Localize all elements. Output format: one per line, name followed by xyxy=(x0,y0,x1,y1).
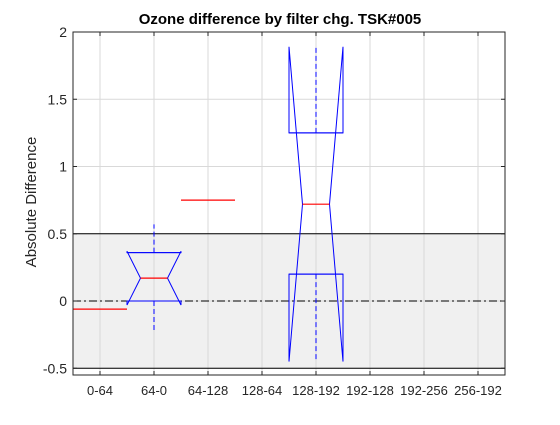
y-tick-label: 1.5 xyxy=(48,91,68,107)
x-tick-label: 192-128 xyxy=(346,383,394,398)
chart-title: Ozone difference by filter chg. TSK#005 xyxy=(139,11,422,28)
x-tick-label: 128-64 xyxy=(242,383,282,398)
y-axis-label: Absolute Difference xyxy=(23,137,40,268)
axes-frame xyxy=(72,31,506,376)
x-tick-label: 64-0 xyxy=(141,383,167,398)
y-tick-label: 0.5 xyxy=(48,226,68,242)
plot-area: -0.5 0 0.5 1 1.5 2 0-64 64-0 64-128 128-64 128-192… xyxy=(43,24,506,398)
x-tick-label: 64-128 xyxy=(188,383,228,398)
x-tick-label: 0-64 xyxy=(87,383,113,398)
x-tick-label: 128-192 xyxy=(292,383,340,398)
y-tick-label: 0 xyxy=(59,293,67,309)
y-tick-label: -0.5 xyxy=(43,360,67,376)
x-tick-label: 192-256 xyxy=(400,383,448,398)
x-tick-label: 256-192 xyxy=(454,383,502,398)
y-tick-label: 1 xyxy=(59,159,67,175)
y-tick-label: 2 xyxy=(59,24,67,40)
